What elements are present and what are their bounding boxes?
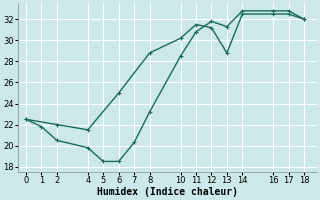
X-axis label: Humidex (Indice chaleur): Humidex (Indice chaleur) (97, 186, 238, 197)
